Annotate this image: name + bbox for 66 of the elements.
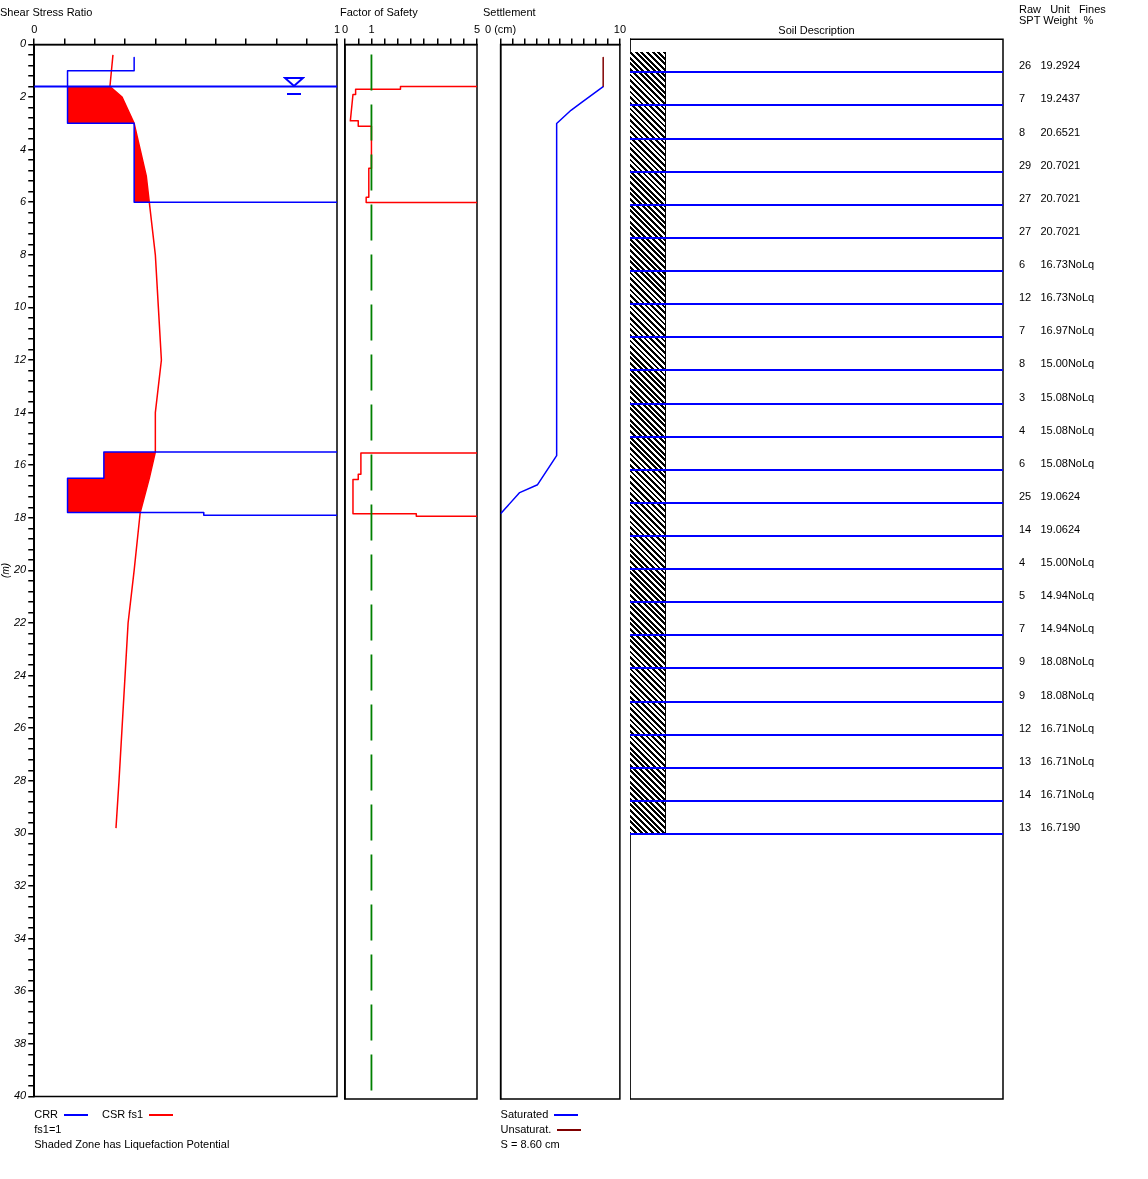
- legend-label: CRR: [34, 1107, 59, 1122]
- text: 3 15.08NoLq: [1019, 390, 1095, 403]
- text: 8 15.00NoLq: [1019, 357, 1095, 370]
- text: fs1=1: [34, 1122, 63, 1137]
- y-tick-label: 4: [20, 142, 27, 155]
- x-tick-label: 1: [333, 22, 341, 35]
- y-tick-label: 30: [13, 826, 28, 839]
- legend-label: Unsaturat.: [500, 1122, 552, 1137]
- legend-label: CSR fs1: [102, 1107, 144, 1122]
- y-tick-label: 16: [13, 458, 28, 471]
- x-tick-label: 5: [473, 22, 481, 35]
- text: 7 14.94NoLq: [1019, 622, 1095, 635]
- text: 27 20.7021: [1019, 191, 1081, 204]
- chart-title: Factor of Safety: [340, 5, 419, 18]
- text: 25 19.0624: [1019, 489, 1081, 502]
- y-tick-label: 20: [12, 563, 28, 576]
- y-tick-label: 8: [20, 247, 28, 260]
- text: SPT Weight %: [1019, 14, 1094, 26]
- text: Raw Unit Fines: [1019, 3, 1106, 15]
- legend-label: Saturated: [500, 1107, 549, 1122]
- text: 9 18.08NoLq: [1019, 655, 1095, 668]
- text: 8 20.6521: [1019, 125, 1081, 138]
- text: 12 16.73NoLq: [1019, 291, 1095, 304]
- y-tick-label: 28: [12, 773, 28, 786]
- text: 7 19.2437: [1019, 92, 1081, 105]
- text: 13 16.7190: [1019, 821, 1081, 834]
- text: 27 20.7021: [1019, 224, 1081, 237]
- y-tick-label: 2: [19, 90, 27, 103]
- x-tick-label: 0 (cm): [485, 22, 517, 35]
- x-tick-label: 0: [31, 22, 38, 35]
- text: Soil Description: [778, 23, 855, 36]
- y-axis-title: (m): [0, 562, 11, 578]
- y-tick-label: 36: [13, 984, 28, 997]
- text: 14 16.71NoLq: [1019, 787, 1095, 800]
- y-tick-label: 18: [13, 510, 28, 523]
- x-tick-label: 0: [342, 22, 349, 35]
- chart-title: Shear Stress Ratio: [0, 5, 93, 18]
- y-tick-label: 10: [13, 300, 28, 313]
- y-tick-label: 40: [13, 1089, 28, 1102]
- y-tick-label: 24: [12, 668, 27, 681]
- text: 29 20.7021: [1019, 158, 1081, 171]
- text: 26 19.2924: [1019, 59, 1081, 72]
- text: 4 15.08NoLq: [1019, 423, 1095, 436]
- text: 12 16.71NoLq: [1019, 721, 1095, 734]
- text: 6 15.08NoLq: [1019, 456, 1095, 469]
- y-tick-label: 6: [20, 195, 28, 208]
- text: 5 14.94NoLq: [1019, 589, 1095, 602]
- y-tick-label: 32: [13, 879, 27, 892]
- y-tick-label: 38: [13, 1036, 28, 1049]
- y-tick-label: 0: [20, 37, 28, 50]
- text: 7 16.97NoLq: [1019, 324, 1095, 337]
- text: 13 16.71NoLq: [1019, 754, 1095, 767]
- y-tick-label: 12: [13, 353, 27, 366]
- text: 6 16.73NoLq: [1019, 258, 1095, 271]
- text: S = 8.60 cm: [500, 1137, 561, 1152]
- text: 9 18.08NoLq: [1019, 688, 1095, 701]
- chart-title: Settlement: [483, 5, 536, 18]
- text: Shaded Zone has Liquefaction Potential: [34, 1137, 230, 1152]
- y-tick-label: 22: [12, 616, 27, 629]
- text: 14 19.0624: [1019, 522, 1081, 535]
- y-tick-label: 14: [13, 405, 27, 418]
- x-tick-label: 1: [368, 22, 375, 35]
- y-tick-label: 34: [13, 931, 27, 944]
- text: 4 15.00NoLq: [1019, 556, 1095, 569]
- y-tick-label: 26: [12, 721, 28, 734]
- x-tick-label: 10: [613, 22, 627, 35]
